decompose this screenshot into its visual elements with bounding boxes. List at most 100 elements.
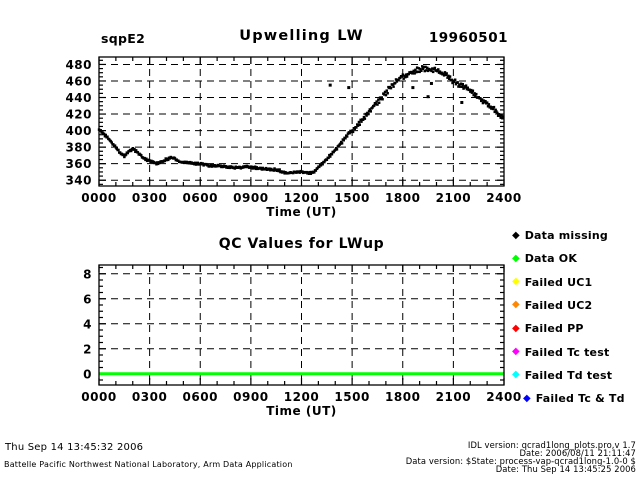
legend-item: ◆ Failed UC1 xyxy=(512,276,592,289)
data-point xyxy=(140,154,143,157)
data-point xyxy=(379,97,383,101)
legend-diamond-icon: ◆ xyxy=(512,369,520,381)
legend-item: ◆ Failed Td test xyxy=(512,369,612,382)
data-point xyxy=(500,114,503,117)
plot-created-timestamp: Thu Sep 14 13:45:32 2006 xyxy=(5,442,144,453)
outlier-point xyxy=(426,95,430,99)
data-point xyxy=(321,163,324,166)
data-point xyxy=(158,161,162,165)
data-point xyxy=(113,144,117,147)
data-point xyxy=(224,165,227,168)
data-point xyxy=(493,110,496,114)
data-point xyxy=(460,85,464,88)
data-point xyxy=(372,104,376,107)
data-point xyxy=(496,114,500,117)
site-facility-label: sqpE2 xyxy=(101,31,146,46)
plot1-title: Upwelling LW xyxy=(239,28,364,44)
data-point xyxy=(309,172,313,175)
data-point xyxy=(454,82,458,86)
data-point xyxy=(451,81,454,85)
plot-frame xyxy=(98,56,505,187)
legend-diamond-icon: ◆ xyxy=(512,252,520,264)
data-point xyxy=(233,167,237,170)
data-point xyxy=(495,110,498,113)
data-point xyxy=(268,167,271,170)
x-tick-label: 0600 xyxy=(183,191,218,205)
data-point xyxy=(404,73,408,76)
version-info-block: IDL version: qcrad1long_plots.pro,v 1.7 … xyxy=(340,441,636,473)
data-point xyxy=(462,87,465,90)
y-tick-label: 460 xyxy=(65,74,92,88)
data-point xyxy=(492,105,496,109)
data-point xyxy=(415,66,419,69)
data-point xyxy=(301,170,304,173)
data-point xyxy=(480,98,484,101)
legend-item-label: Failed PP xyxy=(524,322,584,336)
data-point xyxy=(418,70,421,74)
legend-diamond-icon: ◆ xyxy=(512,229,520,241)
data-point xyxy=(480,99,483,103)
data-point xyxy=(365,114,368,117)
data-point xyxy=(129,149,133,153)
outlier-point xyxy=(460,100,464,104)
data-point xyxy=(394,81,397,85)
data-point xyxy=(319,164,323,167)
y-tick-label: 2 xyxy=(83,342,92,356)
data-point xyxy=(443,71,447,74)
x-tick-label: 1200 xyxy=(284,191,319,205)
data-point xyxy=(334,148,337,152)
data-point xyxy=(496,111,499,115)
legend: ◆ Data missing ◆ Data OK ◆ Failed UC1 ◆ Failed … xyxy=(512,0,640,480)
data-point xyxy=(411,72,415,75)
data-point xyxy=(501,117,504,120)
data-point xyxy=(134,150,137,153)
data-point xyxy=(415,70,418,74)
data-point xyxy=(482,99,486,102)
data-point xyxy=(378,96,382,99)
data-point xyxy=(156,161,159,164)
data-point xyxy=(426,69,430,73)
data-point xyxy=(447,74,450,78)
data-point xyxy=(356,124,360,127)
data-point xyxy=(380,96,383,99)
x-tick-label: 0900 xyxy=(233,390,268,404)
legend-item: ◆ Data missing xyxy=(512,229,608,242)
x-tick-label: 2100 xyxy=(436,191,471,205)
data-point xyxy=(461,83,464,86)
data-point xyxy=(423,69,426,73)
data-point xyxy=(260,168,264,171)
data-point xyxy=(444,73,448,76)
data-point xyxy=(376,103,379,106)
outlier-point xyxy=(411,86,415,90)
data-point xyxy=(475,92,478,96)
data-point xyxy=(417,67,421,70)
data-point xyxy=(389,86,393,90)
data-point xyxy=(339,142,342,145)
data-point xyxy=(228,166,232,170)
legend-item-label: Failed Tc test xyxy=(524,345,610,359)
data-point xyxy=(421,67,425,70)
data-point xyxy=(298,171,302,174)
y-tick-label: 8 xyxy=(83,267,92,281)
data-point xyxy=(433,66,437,70)
data-point xyxy=(404,75,407,79)
x-tick-label: 1500 xyxy=(334,191,369,205)
data-point xyxy=(446,76,449,79)
x-tick-label: 0600 xyxy=(183,390,218,404)
data-point xyxy=(168,157,172,160)
data-point xyxy=(420,69,423,72)
data-point xyxy=(459,82,463,85)
data-point xyxy=(448,75,452,78)
x-axis-label: Time (UT) xyxy=(266,404,337,418)
laboratory-credit-text: Battelle Pacific Northwest National Labo… xyxy=(4,460,293,469)
y-tick-label: 440 xyxy=(65,91,92,105)
data-point xyxy=(272,169,275,172)
data-point xyxy=(323,160,326,164)
data-point xyxy=(416,70,420,73)
data-point xyxy=(386,92,389,95)
data-point xyxy=(457,85,460,88)
data-point xyxy=(194,161,197,165)
data-point xyxy=(173,157,177,160)
y-tick-label: 400 xyxy=(65,124,92,138)
